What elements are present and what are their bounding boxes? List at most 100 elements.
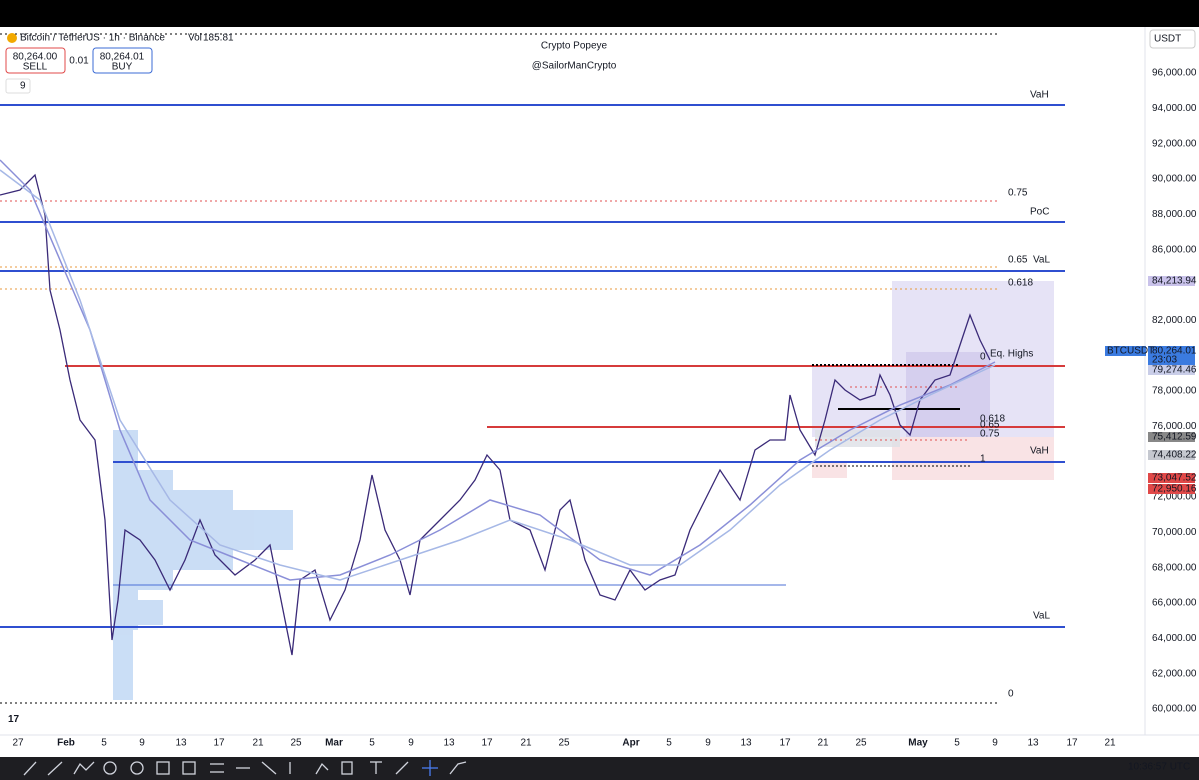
date-axis-label: 17 — [1066, 738, 1078, 749]
price-tag — [1148, 432, 1195, 442]
watermark-title: Crypto Popeye — [541, 41, 608, 52]
toolbar-icons[interactable] — [23, 760, 467, 776]
date-axis-label: 5 — [954, 738, 960, 749]
moving-average — [0, 169, 996, 581]
price-tag-label: 80,264.01 — [1152, 346, 1197, 357]
buy-label: BUY — [112, 62, 133, 73]
price-tag-label: 74,408.22 — [1152, 450, 1197, 461]
clock: 10:36:57 UTC — [1128, 762, 1190, 773]
price-axis-label: 76,000.00 — [1152, 421, 1197, 432]
price-axis-label: 66,000.00 — [1152, 598, 1197, 609]
moving-average — [0, 159, 996, 581]
fib-label: 0.65 — [1008, 255, 1028, 266]
price-axis-label: 96,000.00 — [1152, 68, 1197, 79]
date-axis-label: 25 — [855, 738, 867, 749]
date-axis-label: 9 — [139, 738, 145, 749]
price-axis-label: 92,000.00 — [1152, 138, 1197, 149]
fib-label: 0.618 — [980, 414, 1005, 425]
date-axis-label: 25 — [558, 738, 570, 749]
date-axis-label: 21 — [1104, 738, 1116, 749]
price-axis-label: 68,000.00 — [1152, 562, 1197, 573]
date-axis-label: 17 — [481, 738, 493, 749]
date-axis-label: 5 — [666, 738, 672, 749]
currency: USDT — [1154, 34, 1181, 45]
sell-price: 80,264.00 — [13, 52, 58, 63]
price-tag — [1148, 276, 1195, 286]
date-axis-label: 5 — [369, 738, 375, 749]
fib-label: 1 — [980, 454, 986, 465]
buy-button[interactable] — [92, 47, 153, 74]
price-axis-label: 64,000.00 — [1152, 633, 1197, 644]
price-axis-label: 94,000.00 — [1152, 103, 1197, 114]
symbol-tag — [1105, 346, 1146, 356]
price-tag-label: 23:03 — [1152, 355, 1177, 366]
level-label: VaL — [1033, 255, 1050, 266]
volume-label: Vol — [188, 33, 202, 44]
date-axis-label: 27 — [12, 738, 24, 749]
date-axis-label: Feb — [57, 738, 75, 749]
price-tag — [1148, 365, 1195, 375]
logo: 17 — [8, 714, 20, 725]
zone — [815, 430, 900, 447]
date-axis-label: 9 — [705, 738, 711, 749]
symbol-tag-label: BTCUSDT — [1107, 346, 1154, 357]
date-axis-label: May — [908, 738, 928, 749]
price-axis-label: 90,000.00 — [1152, 174, 1197, 185]
sell-label: SELL — [23, 62, 48, 73]
level-label: VaH — [1030, 90, 1049, 101]
indicator-count: 9 — [20, 81, 26, 92]
date-axis-label: 9 — [408, 738, 414, 749]
price-axis-label: 60,000.00 — [1152, 704, 1197, 715]
date-axis-label: 17 — [779, 738, 791, 749]
indicator-toggle[interactable] — [5, 78, 31, 94]
date-axis-label: 5 — [101, 738, 107, 749]
price-axis-label: 82,000.00 — [1152, 315, 1197, 326]
price-axis-label: 78,000.00 — [1152, 386, 1197, 397]
price-tag — [1148, 355, 1195, 365]
fib-label: 0.65 — [980, 420, 1000, 431]
top-bar — [0, 0, 1199, 27]
price-axis-label: 72,000.00 — [1152, 492, 1197, 503]
date-axis-label: 13 — [740, 738, 752, 749]
fib-label: 0.75 — [1008, 188, 1028, 199]
fib-label: 0 — [980, 352, 986, 363]
level-label: VaH — [1030, 446, 1049, 457]
date-axis-label: 13 — [175, 738, 187, 749]
symbol-icon — [7, 33, 17, 43]
price-tag-label: 79,274.46 — [1152, 365, 1197, 376]
fib-label: 0.75 — [980, 429, 1000, 440]
price-tag-label: 72,950.16 — [1152, 484, 1197, 495]
level-label: Eq. Highs — [990, 349, 1033, 360]
fib-label: 0.618 — [1008, 278, 1033, 289]
price-axis-label: 70,000.00 — [1152, 527, 1197, 538]
price-tag-label: 84,213.94 — [1152, 276, 1197, 287]
zone — [812, 462, 847, 478]
symbol-title: Bitcoin / TetherUS · 1h · Binance — [20, 33, 165, 44]
date-axis-label: 21 — [817, 738, 829, 749]
zone — [892, 437, 1054, 480]
fib-label: 0 — [1008, 689, 1014, 700]
date-axis-label: 21 — [520, 738, 532, 749]
currency-select[interactable] — [1149, 29, 1196, 49]
date-axis-label: 17 — [213, 738, 225, 749]
price-tag-label: 73,047.52 — [1152, 473, 1197, 484]
level-label: PoC — [1030, 207, 1049, 218]
price-tag — [1148, 484, 1195, 494]
date-axis-label: 13 — [443, 738, 455, 749]
price-tag-label: 75,412.59 — [1152, 432, 1197, 443]
spread: 0.01 — [69, 56, 89, 67]
buy-price: 80,264.01 — [100, 52, 145, 63]
price-line — [0, 173, 991, 656]
sell-button[interactable] — [5, 47, 66, 74]
price-axis-label: 88,000.00 — [1152, 209, 1197, 220]
levels — [0, 104, 1065, 628]
date-axis-label: 13 — [1027, 738, 1039, 749]
watermark-handle: @SailorManCrypto — [532, 61, 617, 72]
volume-value: 185.81 — [203, 33, 234, 44]
toolbar — [0, 757, 1199, 780]
level-label: VaL — [1033, 611, 1050, 622]
price-axis-label: 86,000.00 — [1152, 244, 1197, 255]
price-axis-label: 62,000.00 — [1152, 668, 1197, 679]
price-tag — [1148, 450, 1195, 460]
